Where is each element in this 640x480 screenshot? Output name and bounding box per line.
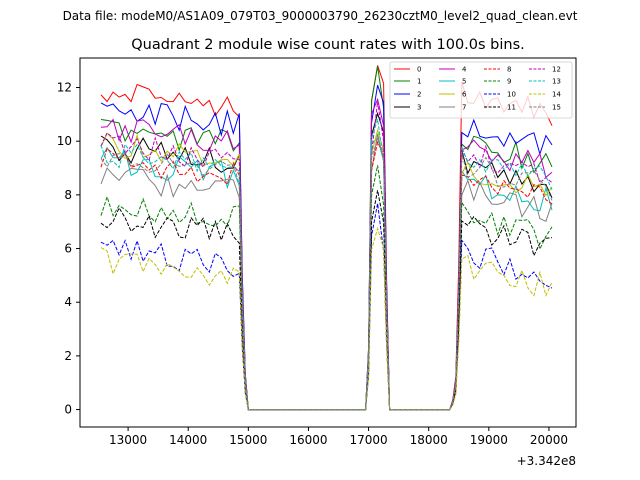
x-offset-label: +3.342e8 bbox=[517, 454, 576, 468]
legend-label-3: 3 bbox=[417, 104, 421, 112]
x-tick-label: 20000 bbox=[530, 433, 568, 447]
chart-title: Quadrant 2 module wise count rates with … bbox=[131, 37, 525, 53]
legend-label-15: 15 bbox=[552, 104, 561, 112]
legend-label-12: 12 bbox=[552, 66, 561, 74]
y-tick-label: 4 bbox=[64, 295, 72, 309]
chart-suptitle: Data file: modeM0/AS1A09_079T03_90000037… bbox=[63, 9, 578, 23]
series-layer bbox=[100, 65, 553, 411]
x-tick-label: 14000 bbox=[169, 433, 207, 447]
legend-label-11: 11 bbox=[507, 104, 516, 112]
x-axis: 13000 14000 15000 16000 17000 18000 19000 20000 bbox=[109, 427, 568, 447]
series-line-15 bbox=[100, 137, 553, 411]
legend-label-13: 13 bbox=[552, 78, 561, 86]
legend-frame bbox=[389, 61, 573, 119]
y-tick-label: 0 bbox=[64, 403, 72, 417]
x-tick-label: 13000 bbox=[109, 433, 147, 447]
legend-label-1: 1 bbox=[417, 78, 421, 86]
plot-area bbox=[80, 58, 576, 427]
legend-label-5: 5 bbox=[462, 78, 466, 86]
y-tick-label: 8 bbox=[64, 188, 72, 202]
legend-label-6: 6 bbox=[462, 91, 467, 99]
x-tick-label: 19000 bbox=[470, 433, 508, 447]
legend-label-9: 9 bbox=[507, 78, 511, 86]
y-tick-label: 10 bbox=[57, 134, 72, 148]
y-tick-label: 2 bbox=[64, 349, 72, 363]
y-tick-label: 6 bbox=[64, 242, 72, 256]
legend-label-7: 7 bbox=[462, 104, 466, 112]
legend-label-2: 2 bbox=[417, 91, 421, 99]
legend-label-8: 8 bbox=[507, 66, 511, 74]
x-tick-label: 15000 bbox=[229, 433, 267, 447]
y-axis: 0 2 4 6 8 10 12 bbox=[57, 81, 80, 417]
legend-label-14: 14 bbox=[552, 91, 561, 99]
x-tick-label: 18000 bbox=[410, 433, 448, 447]
x-tick-label: 17000 bbox=[349, 433, 387, 447]
x-tick-label: 16000 bbox=[289, 433, 327, 447]
y-tick-label: 12 bbox=[57, 81, 72, 95]
legend-label-10: 10 bbox=[507, 91, 516, 99]
legend-label-4: 4 bbox=[462, 66, 467, 74]
plot-frame bbox=[79, 57, 577, 428]
legend-label-0: 0 bbox=[417, 66, 421, 74]
